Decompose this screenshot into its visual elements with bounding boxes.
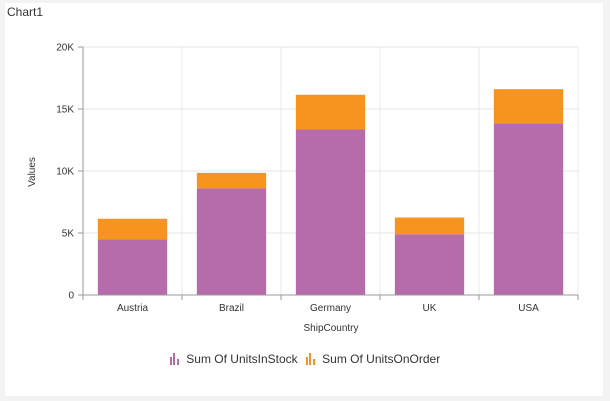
bar-units-on-order-usa	[493, 89, 564, 124]
legend-item-units-on-order[interactable]: Sum Of UnitsOnOrder	[305, 352, 441, 366]
axes: 0 5K 10K 15K 20K Austria Brazil Germany UK USA	[56, 43, 579, 314]
bar-units-on-order-brazil	[196, 172, 267, 189]
x-tick-label: UK	[423, 303, 437, 314]
legend-label-units-in-stock: Sum Of UnitsInStock	[186, 352, 298, 366]
bars	[97, 89, 564, 295]
bar-units-in-stock-usa	[493, 123, 564, 295]
bar-units-in-stock-austria	[97, 239, 168, 295]
y-tick-label: 15K	[56, 105, 74, 116]
bar-chart-icon	[169, 353, 181, 365]
x-tick-label: Brazil	[219, 303, 244, 314]
y-tick-label: 0	[68, 291, 74, 302]
bar-chart-icon	[305, 353, 317, 365]
x-tick-label: Germany	[310, 303, 351, 314]
bar-units-in-stock-brazil	[196, 188, 267, 295]
y-axis-label: Values	[27, 157, 38, 187]
bar-units-on-order-germany	[295, 94, 366, 130]
y-tick-label: 20K	[56, 43, 74, 54]
legend: Sum Of UnitsInStock Sum Of UnitsOnOrder	[0, 352, 610, 366]
bar-units-on-order-uk	[394, 217, 465, 235]
y-tick-label: 5K	[62, 229, 75, 240]
bar-units-in-stock-germany	[295, 129, 366, 295]
x-axis-label: ShipCountry	[303, 323, 358, 334]
chart-title: Chart1	[7, 5, 44, 19]
bar-units-in-stock-uk	[394, 234, 465, 295]
bar-units-on-order-austria	[97, 218, 168, 240]
x-tick-label: Austria	[117, 303, 149, 314]
legend-label-units-on-order: Sum Of UnitsOnOrder	[322, 352, 441, 366]
y-tick-label: 10K	[56, 167, 74, 178]
legend-item-units-in-stock[interactable]: Sum Of UnitsInStock	[169, 352, 298, 366]
x-tick-label: USA	[518, 303, 539, 314]
